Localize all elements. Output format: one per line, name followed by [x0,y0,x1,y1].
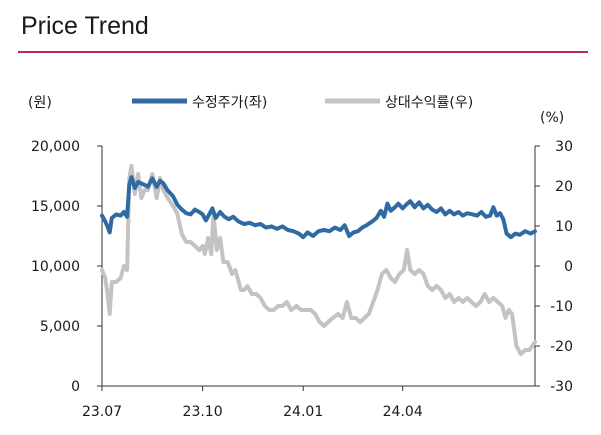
y-left-unit-label: (원) [28,95,52,111]
chart-lines [100,164,537,356]
x-tick-label: 24.04 [383,404,423,420]
x-tick-label: 24.01 [283,404,323,420]
chart-axes [101,146,536,387]
legend-label-relative-return: 상대수익률(우) [385,95,473,111]
y-right-tick-label: 0 [564,259,573,275]
series-line-price [100,175,537,240]
y-left-tick-label: 0 [71,379,80,395]
chart-legend: 수정주가(좌) 상대수익률(우) [132,95,473,111]
y-right-tick-label: 20 [555,179,573,195]
y-left-tick-label: 10,000 [31,259,80,275]
chart-ticks: 0 5,000 10,000 15,000 20,000 -30 -20 -10 0 10 20 30… [28,95,573,420]
y-right-tick-label: -10 [550,299,573,315]
legend-label-price: 수정주가(좌) [192,95,267,111]
y-left-tick-label: 20,000 [31,139,80,155]
y-right-tick-label: 10 [555,219,573,235]
y-left-tick-label: 15,000 [31,199,80,215]
y-right-tick-label: 30 [555,139,573,155]
y-left-tick-label: 5,000 [40,319,80,335]
y-right-tick-label: -30 [550,379,573,395]
x-tick-label: 23.07 [82,404,122,420]
x-tick-label: 23.10 [183,404,223,420]
y-right-tick-label: -20 [550,339,573,355]
y-right-unit-label: (%) [540,110,564,126]
page-title: Price Trend [21,12,149,40]
series-line-relative-return [100,164,537,356]
title-divider [18,51,588,53]
